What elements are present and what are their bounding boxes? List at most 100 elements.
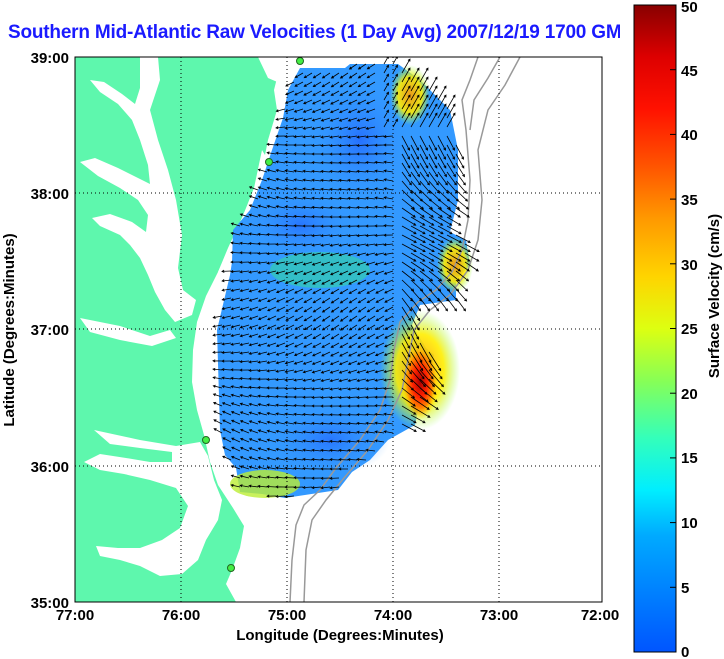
velocity-arrow: [383, 279, 394, 285]
velocity-arrow: [221, 306, 232, 311]
velocity-arrow: [329, 404, 340, 408]
velocity-arrow: [357, 333, 367, 340]
velocity-arrow: [221, 288, 232, 292]
velocity-arrow: [410, 297, 421, 312]
velocity-arrow: [284, 233, 295, 237]
velocity-arrow: [365, 421, 376, 425]
velocity-arrow: [356, 135, 367, 139]
velocity-arrow: [248, 223, 259, 227]
velocity-arrow: [455, 279, 469, 292]
velocity-arrow: [267, 306, 277, 312]
velocity-arrow: [338, 378, 349, 383]
velocity-arrow: [284, 360, 295, 365]
velocity-arrow: [383, 91, 389, 101]
velocity-arrow: [419, 234, 435, 243]
velocity-arrow: [365, 215, 376, 219]
velocity-arrow: [266, 261, 277, 265]
velocity-arrow: [320, 108, 331, 113]
velocity-arrow: [329, 369, 340, 374]
velocity-arrow: [239, 315, 250, 320]
velocity-arrow: [419, 103, 429, 119]
velocity-arrow: [446, 144, 455, 160]
velocity-arrow: [221, 333, 232, 337]
velocity-arrow: [248, 368, 259, 372]
velocity-arrow: [239, 260, 250, 264]
velocity-arrow: [284, 439, 295, 443]
velocity-arrow: [248, 251, 259, 255]
velocity-arrow: [312, 72, 322, 79]
velocity-arrow: [428, 225, 444, 235]
velocity-arrow: [321, 342, 331, 348]
velocity-arrow: [329, 476, 340, 480]
velocity-arrow: [357, 81, 367, 88]
velocity-arrow: [437, 94, 447, 110]
velocity-arrow: [257, 429, 268, 434]
velocity-arrow: [275, 151, 286, 155]
velocity-arrow: [221, 297, 232, 301]
velocity-arrow: [230, 222, 241, 227]
velocity-arrow: [230, 484, 241, 488]
velocity-arrow: [338, 448, 349, 452]
velocity-arrow: [329, 224, 340, 228]
velocity-arrow: [303, 99, 313, 105]
velocity-arrow: [302, 243, 313, 247]
velocity-arrow: [293, 117, 304, 122]
velocity-arrow: [455, 252, 471, 262]
velocity-arrow: [374, 135, 385, 139]
velocity-arrow: [347, 215, 358, 219]
velocity-arrow: [248, 213, 259, 218]
velocity-arrow: [374, 369, 385, 374]
velocity-arrow: [410, 360, 425, 380]
velocity-arrow: [410, 261, 426, 272]
velocity-arrow: [455, 144, 464, 160]
velocity-arrow: [248, 241, 259, 246]
velocity-arrow: [285, 288, 295, 294]
velocity-arrow: [383, 73, 389, 83]
velocity-arrow: [275, 395, 286, 399]
velocity-arrow: [446, 243, 462, 252]
velocity-arrow: [311, 404, 322, 408]
hf-radar-stations: [202, 57, 304, 572]
velocity-arrow: [284, 279, 295, 284]
velocity-arrow: [266, 342, 277, 347]
velocity-arrow: [293, 143, 304, 147]
velocity-arrow: [275, 126, 286, 130]
station-marker: [202, 436, 210, 444]
velocity-arrow: [401, 324, 410, 340]
velocity-arrow: [293, 270, 304, 275]
velocity-arrow: [348, 351, 358, 357]
velocity-arrow: [257, 186, 268, 191]
velocity-arrow: [266, 223, 277, 227]
velocity-arrow: [303, 324, 313, 331]
velocity-arrow: [356, 126, 367, 131]
velocity-arrow: [311, 369, 322, 374]
velocity-arrow: [347, 421, 358, 426]
velocity-arrow: [347, 108, 358, 114]
velocity-arrow: [365, 143, 376, 147]
colorbar-label: Surface Velocity (cm/s): [706, 214, 723, 378]
velocity-arrow: [437, 135, 446, 151]
velocity-arrow: [303, 342, 313, 348]
velocity-arrow: [266, 151, 277, 155]
velocity-arrow: [383, 152, 394, 156]
velocity-arrow: [230, 455, 241, 461]
velocity-arrow: [410, 333, 419, 349]
velocity-arrow: [284, 187, 295, 191]
velocity-arrow: [383, 134, 394, 139]
velocity-arrow: [410, 405, 431, 418]
velocity-arrow: [257, 351, 268, 356]
velocity-arrow: [330, 288, 340, 295]
velocity-arrow: [311, 187, 322, 191]
velocity-arrow: [347, 187, 358, 191]
velocity-arrow: [221, 410, 232, 416]
velocity-arrow: [356, 143, 367, 148]
velocity-arrow: [302, 160, 313, 165]
velocity-arrow: [446, 153, 456, 169]
velocity-arrow: [383, 82, 389, 92]
velocity-arrow: [275, 214, 286, 218]
velocity-arrow: [348, 324, 358, 331]
y-tick-label: 37:00: [31, 322, 69, 339]
velocity-arrow: [293, 421, 304, 425]
velocity-arrow: [428, 162, 438, 178]
velocity-arrow: [374, 421, 385, 425]
